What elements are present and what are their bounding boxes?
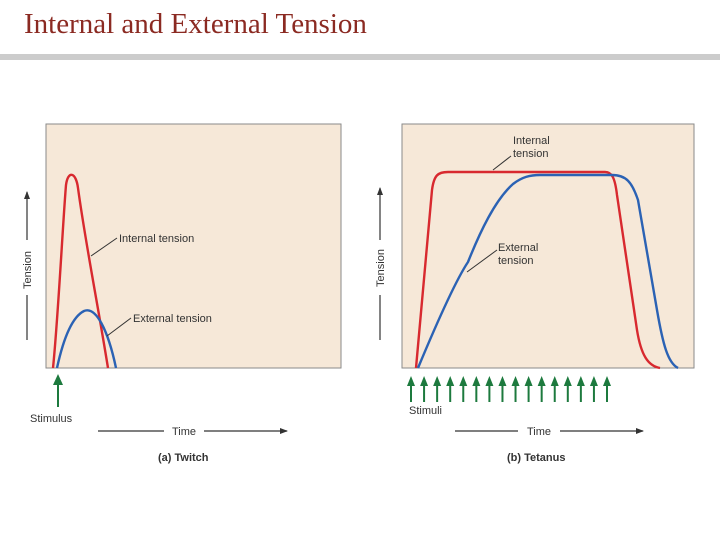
tetanus-time-label: Time [527,426,551,438]
tetanus-stimulus-label: Stimuli [409,405,442,417]
stimulus-arrow-head [603,376,611,386]
stimulus-arrow-head [485,376,494,386]
twitch-internal-leader [90,237,118,257]
twitch-internal-curve [51,173,110,369]
stimulus-arrow-head [550,376,559,386]
twitch-caption: (a) Twitch [158,452,209,464]
tetanus-external-label-line1: External [498,242,538,254]
twitch-y-axis-label: Tension [22,251,34,289]
twitch-external-label: External tension [133,313,212,325]
stimulus-arrow-head [576,376,585,386]
stimulus-arrow-head [511,376,520,386]
tetanus-internal-label-line1: Internal [513,135,550,147]
twitch-external-leader [106,317,132,337]
slide-title: Internal and External Tension [24,8,367,40]
tetanus-internal-label-line2: tension [513,148,548,160]
tetanus-external-label-line2: tension [498,255,533,267]
stimulus-arrow-head [433,376,442,386]
stimulus-arrow-head [563,376,572,386]
tetanus-internal-leader [492,155,512,171]
twitch-time-label: Time [172,426,196,438]
twitch-plot-area [45,123,342,369]
stimulus-arrow-head [459,376,468,386]
twitch-external-curve [55,309,118,369]
stimulus-arrow-head [472,376,481,386]
title-divider [0,54,720,60]
twitch-internal-label: Internal tension [119,233,194,245]
stimulus-arrow-head [407,376,415,386]
stimulus-arrow-head [589,376,598,386]
stimulus-arrow-head [524,376,533,386]
twitch-stimulus-label: Stimulus [30,413,73,425]
tetanus-stimuli-arrows [407,376,611,402]
twitch-stimulus-arrowhead [53,374,63,385]
stimulus-arrow-head [420,376,429,386]
tetanus-y-axis-label: Tension [375,249,387,287]
stimulus-arrow-head [498,376,507,386]
tetanus-plot-area [401,123,695,369]
stimulus-arrow-head [446,376,455,386]
tetanus-panel-group: Tension Internal tension External tensio… [375,123,695,464]
tetanus-external-curve [416,173,679,370]
stimulus-arrow-head [537,376,546,386]
tetanus-caption: (b) Tetanus [507,452,565,464]
tetanus-external-leader [466,249,498,273]
twitch-panel-group: Tension Internal tension External tensio… [22,123,342,464]
